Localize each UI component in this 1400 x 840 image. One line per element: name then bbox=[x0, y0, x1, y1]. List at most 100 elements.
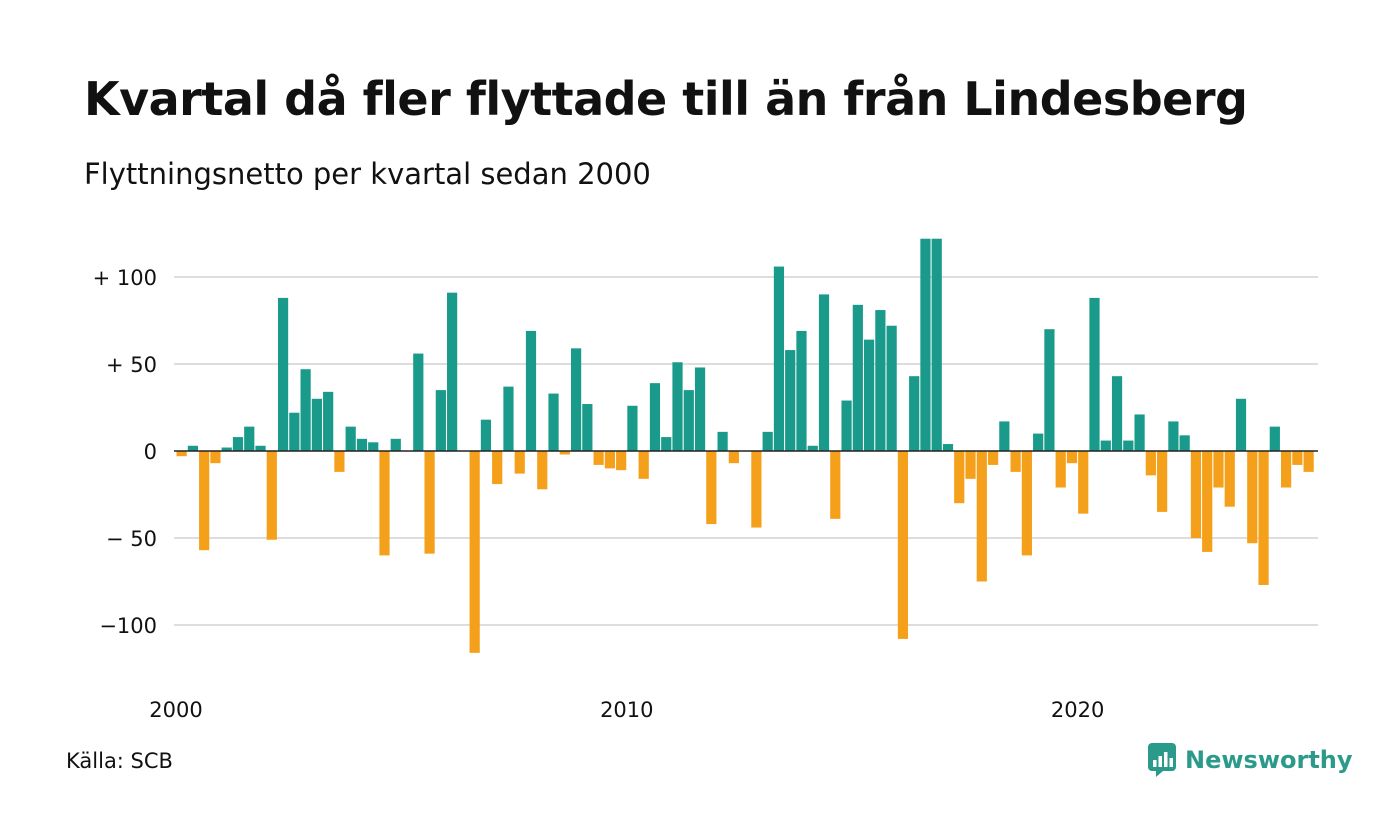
bar-2009K2 bbox=[593, 451, 604, 465]
bar-2017K4 bbox=[976, 451, 987, 582]
bars bbox=[176, 238, 1314, 653]
bar-2010K1 bbox=[627, 405, 638, 451]
bar-2000K2 bbox=[187, 445, 199, 451]
bar-2022K4 bbox=[1202, 451, 1213, 552]
bar-2023K3 bbox=[1235, 398, 1247, 451]
bar-2019K4 bbox=[1066, 451, 1078, 464]
bar-2016K4 bbox=[931, 238, 942, 451]
bar-2002K4 bbox=[300, 369, 311, 451]
y-tick-label: −100 bbox=[99, 614, 157, 638]
grid-lines bbox=[174, 276, 1318, 626]
bar-2012K2 bbox=[728, 451, 739, 464]
bar-2018K1 bbox=[987, 451, 999, 465]
bar-2018K4 bbox=[1021, 451, 1032, 556]
newsworthy-logo: Newsworthy bbox=[1147, 742, 1353, 778]
bar-2024K4 bbox=[1292, 451, 1303, 465]
bar-2006K3 bbox=[469, 451, 480, 653]
bar-2019K1 bbox=[1033, 433, 1044, 451]
bar-2006K1 bbox=[447, 292, 458, 451]
bar-2011K2 bbox=[683, 390, 694, 451]
source-note: Källa: SCB bbox=[66, 749, 173, 773]
y-tick-label: − 50 bbox=[106, 527, 157, 551]
newsworthy-chart-icon bbox=[1148, 743, 1176, 777]
bar-2004K1 bbox=[356, 438, 368, 451]
bar-2015K4 bbox=[886, 325, 897, 451]
bar-2019K3 bbox=[1055, 451, 1066, 488]
bar-2013K4 bbox=[796, 330, 807, 451]
bar-2002K3 bbox=[289, 412, 300, 451]
y-tick-label: + 50 bbox=[106, 353, 157, 377]
bar-2003K3 bbox=[334, 451, 345, 472]
bar-2024K3 bbox=[1281, 451, 1292, 488]
bar-2001K2 bbox=[232, 437, 244, 451]
bar-2016K2 bbox=[909, 376, 920, 451]
bar-2020K2 bbox=[1089, 297, 1100, 451]
bar-2015K2 bbox=[864, 339, 875, 451]
bar-2022K3 bbox=[1190, 451, 1202, 538]
bar-2008K2 bbox=[548, 393, 559, 451]
x-tick-label: 2020 bbox=[1051, 698, 1104, 722]
bar-2021K1 bbox=[1123, 440, 1134, 451]
chart-title: Kvartal då fler flyttade till än från Li… bbox=[84, 72, 1248, 126]
bar-2018K3 bbox=[1010, 451, 1021, 472]
y-axis-tick-labels: + 100 + 50 0 − 50 −100 bbox=[93, 266, 157, 638]
bar-2011K4 bbox=[706, 451, 717, 525]
bar-2014K3 bbox=[830, 451, 841, 519]
bar-2007K1 bbox=[492, 451, 503, 485]
bar-2000K1 bbox=[176, 451, 187, 457]
bar-2014K2 bbox=[818, 294, 830, 451]
bar-2004K4 bbox=[390, 438, 401, 451]
brand-name: Newsworthy bbox=[1185, 746, 1353, 774]
bar-2018K2 bbox=[999, 421, 1010, 451]
bar-2020K1 bbox=[1078, 451, 1089, 514]
bar-2010K3 bbox=[649, 383, 661, 451]
bar-2008K1 bbox=[537, 451, 548, 490]
y-tick-label: + 100 bbox=[93, 266, 157, 290]
bar-2014K1 bbox=[807, 445, 818, 451]
bar-2011K1 bbox=[672, 362, 683, 451]
bar-2020K4 bbox=[1111, 376, 1123, 451]
bar-2015K1 bbox=[852, 304, 863, 451]
bar-2023K1 bbox=[1213, 451, 1224, 488]
bar-2000K4 bbox=[210, 451, 221, 464]
y-tick-label: 0 bbox=[144, 440, 157, 464]
x-tick-label: 2010 bbox=[600, 698, 653, 722]
bar-2003K1 bbox=[311, 398, 322, 451]
x-axis-tick-labels: 2000 2010 2020 bbox=[149, 698, 1104, 722]
bar-2019K2 bbox=[1044, 329, 1055, 451]
bar-2001K4 bbox=[255, 445, 266, 451]
bar-2008K4 bbox=[570, 348, 582, 451]
bar-2003K4 bbox=[345, 426, 356, 451]
bar-2012K4 bbox=[751, 451, 762, 528]
bar-2011K3 bbox=[694, 367, 706, 451]
bar-2007K3 bbox=[514, 451, 525, 474]
bar-2024K1 bbox=[1258, 451, 1269, 585]
bar-2017K1 bbox=[942, 444, 954, 451]
bar-2021K3 bbox=[1145, 451, 1156, 476]
bar-2009K1 bbox=[582, 404, 593, 451]
bar-2017K3 bbox=[965, 451, 976, 479]
bar-2008K3 bbox=[559, 451, 570, 455]
bar-2009K4 bbox=[616, 451, 627, 471]
bar-2013K1 bbox=[762, 431, 773, 451]
bar-2005K4 bbox=[435, 390, 446, 451]
bar-2001K1 bbox=[221, 447, 232, 451]
bar-2003K2 bbox=[323, 391, 334, 451]
bar-2002K2 bbox=[277, 297, 289, 451]
bar-2023K2 bbox=[1224, 451, 1235, 507]
bar-2001K3 bbox=[244, 426, 255, 451]
bar-2006K4 bbox=[480, 419, 492, 451]
bar-2016K3 bbox=[920, 238, 931, 451]
bar-2013K3 bbox=[785, 350, 796, 451]
bar-2005K3 bbox=[424, 451, 435, 554]
bar-2021K2 bbox=[1134, 414, 1145, 451]
bar-2022K1 bbox=[1168, 421, 1179, 451]
bar-2020K3 bbox=[1100, 440, 1111, 451]
bar-2000K3 bbox=[199, 451, 210, 551]
bar-2022K2 bbox=[1179, 435, 1190, 451]
bar-2025K1 bbox=[1303, 451, 1314, 472]
bar-2021K4 bbox=[1157, 451, 1168, 512]
bar-2024K2 bbox=[1269, 426, 1280, 451]
bar-2014K4 bbox=[841, 400, 852, 451]
